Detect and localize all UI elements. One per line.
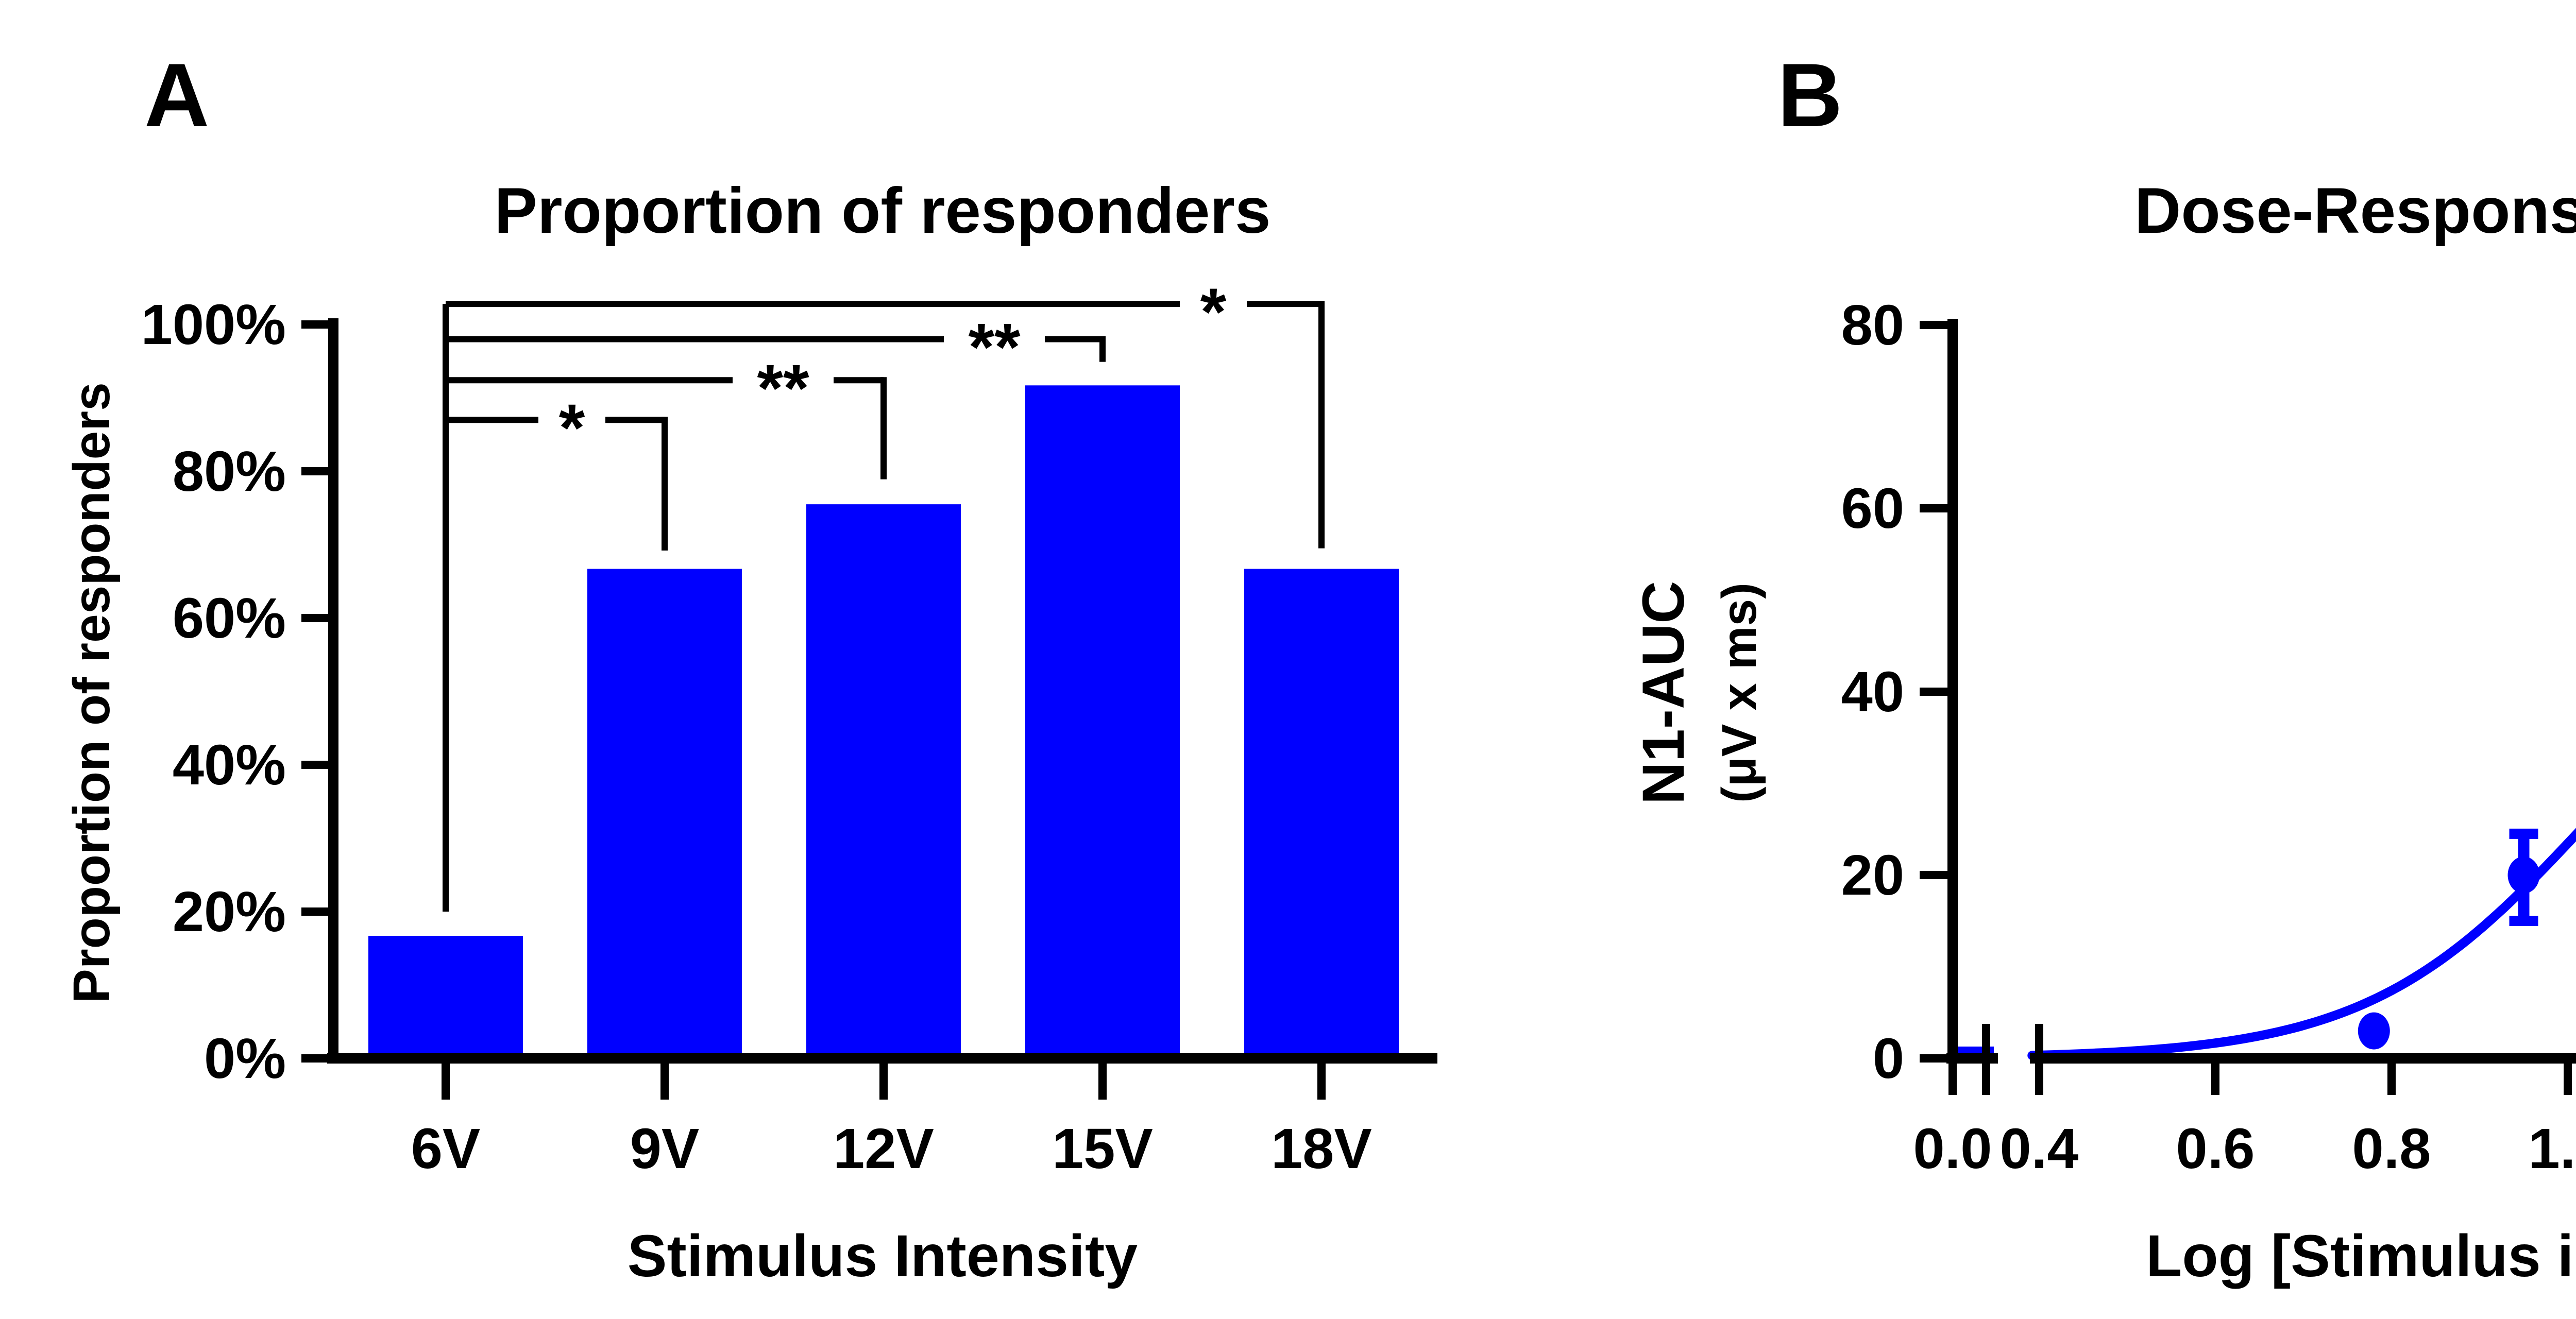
x-tick-label: 0.4	[2000, 1117, 2079, 1180]
bar-6V	[368, 936, 523, 1058]
x-tick-label: 12V	[833, 1117, 934, 1180]
bar-12V	[806, 504, 961, 1058]
panel-b-plot: 0.00.40.60.81.01.21.4020406080	[1841, 294, 2576, 1180]
panel-b-y-axis-title: N1-AUC	[1631, 581, 1697, 804]
bar-18V	[1244, 569, 1399, 1058]
panel-a-plot: 0%20%40%60%80%100%6V 9V 12V 15V 18V***** *	[141, 274, 1437, 1180]
y-tick-label: 0%	[204, 1027, 286, 1090]
x-tick-label: 18V	[1271, 1117, 1372, 1180]
panel-b-title: Dose-Response Curve	[2134, 175, 2576, 247]
y-tick-label: 40	[1841, 660, 1904, 724]
panel-a-title: Proportion of responders	[494, 175, 1270, 247]
y-tick-label: 60%	[173, 587, 286, 650]
panel-a-y-axis-title: Proportion of responders	[63, 382, 121, 1003]
y-tick-label: 20	[1841, 844, 1904, 907]
x-tick-label: 0.8	[2352, 1117, 2431, 1180]
bar-15V	[1025, 385, 1180, 1058]
sig-asterisk-label: **	[757, 350, 809, 425]
panel-b-label: B	[1777, 45, 1842, 146]
y-tick-label: 0	[1873, 1027, 1904, 1090]
y-tick-label: 80%	[173, 440, 286, 503]
y-tick-label: 60	[1841, 477, 1904, 540]
x-tick-label: 6V	[411, 1117, 481, 1180]
panel-b-chart: 0.00.40.60.81.01.21.4020406080 B Dose-Re…	[1631, 45, 2576, 1289]
x-tick-label: 9V	[630, 1117, 700, 1180]
x-tick-label: 15V	[1052, 1117, 1153, 1180]
sig-asterisk-label: **	[968, 310, 1021, 385]
panel-b-x-axis-title: Log [Stimulus intensity]	[2146, 1223, 2576, 1289]
y-tick-label: 100%	[141, 293, 286, 356]
panel-b-y-axis-units: (μV x ms)	[1712, 583, 1767, 803]
panel-a-label: A	[144, 45, 209, 146]
sig-asterisk-label: *	[1200, 274, 1227, 349]
data-point	[2358, 1012, 2390, 1050]
y-tick-label: 80	[1841, 294, 1904, 357]
panel-a-chart: 0%20%40%60%80%100%6V 9V 12V 15V 18V***** * A …	[63, 45, 1437, 1289]
data-point	[2507, 857, 2540, 894]
x-tick-label: 0.0	[1913, 1117, 1992, 1180]
panel-a-x-axis-title: Stimulus Intensity	[628, 1223, 1138, 1289]
y-tick-label: 40%	[173, 733, 286, 797]
bar-9V	[587, 569, 742, 1058]
fit-curve	[2027, 828, 2576, 1060]
sig-asterisk-label: *	[559, 390, 585, 465]
y-tick-label: 20%	[173, 880, 286, 944]
x-tick-label: 0.6	[2176, 1117, 2255, 1180]
x-tick-label: 1.0	[2529, 1117, 2576, 1180]
